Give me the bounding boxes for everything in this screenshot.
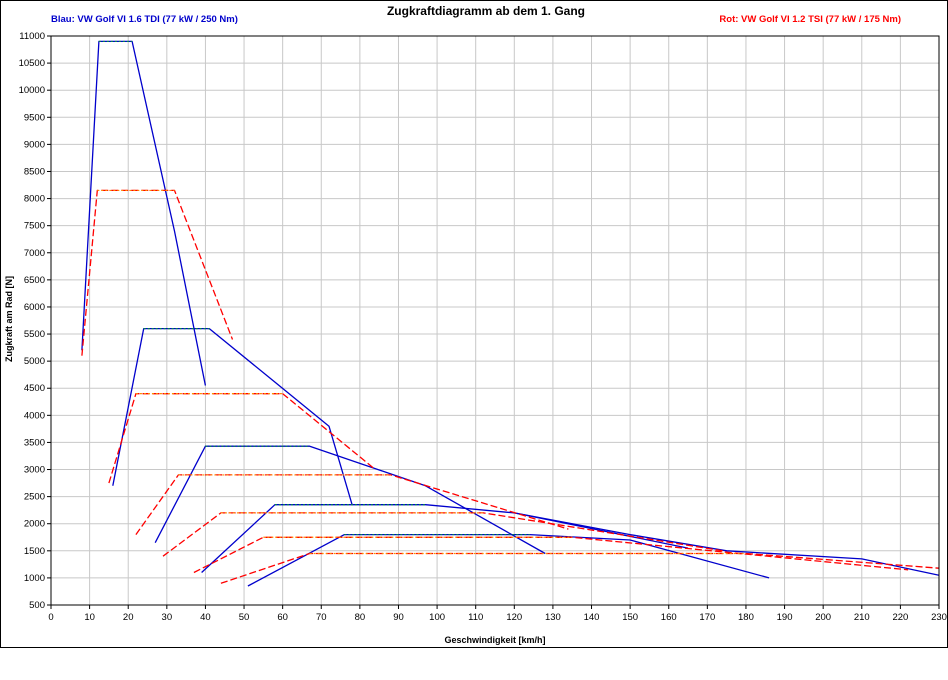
x-axis-label: Geschwindigkeit [km/h] — [444, 635, 545, 645]
y-tick-label: 6500 — [24, 275, 45, 286]
x-tick-label: 0 — [48, 612, 53, 623]
x-tick-label: 130 — [545, 612, 561, 623]
x-axis-ticks: 0 10 20 30 40 50 60 70 80 90 100 110 120 130 140 150 160… — [48, 605, 947, 623]
y-tick-label: 11000 — [19, 31, 45, 42]
y-tick-label: 10000 — [19, 85, 45, 96]
y-tick-label: 8000 — [24, 194, 45, 205]
y-tick-label: 9500 — [24, 112, 45, 123]
x-tick-label: 160 — [661, 612, 677, 623]
x-tick-label: 150 — [622, 612, 638, 623]
y-axis-label: Zugkraft am Rad [N] — [4, 276, 14, 362]
y-tick-label: 7500 — [24, 221, 45, 232]
x-tick-label: 40 — [200, 612, 211, 623]
x-tick-label: 110 — [468, 612, 483, 623]
y-tick-label: 3500 — [24, 437, 45, 448]
x-tick-label: 90 — [393, 612, 404, 623]
x-tick-label: 10 — [84, 612, 95, 623]
plot-border — [50, 35, 940, 606]
y-tick-label: 6000 — [24, 302, 45, 313]
x-tick-label: 30 — [162, 612, 173, 623]
grid — [50, 35, 940, 606]
y-tick-label: 1000 — [24, 573, 45, 584]
x-tick-label: 170 — [699, 612, 715, 623]
y-tick-label: 4000 — [24, 410, 45, 421]
y-tick-label: 10500 — [19, 58, 45, 69]
x-tick-label: 70 — [316, 612, 327, 623]
y-tick-label: 2000 — [24, 519, 45, 530]
x-tick-label: 200 — [815, 612, 831, 623]
y-tick-label: 500 — [29, 600, 45, 611]
x-tick-label: 210 — [854, 612, 870, 623]
tsi-gear-4-line — [162, 512, 723, 557]
x-tick-label: 100 — [429, 612, 445, 623]
tsi-gear-1-line — [81, 189, 234, 356]
y-tick-label: 2500 — [24, 492, 45, 503]
traction-chart: Zugkraftdiagramm ab dem 1. Gang Blau: VW… — [4, 4, 947, 645]
tsi-gear-3-line — [135, 474, 569, 535]
x-tick-label: 60 — [277, 612, 288, 623]
y-tick-label: 9000 — [24, 139, 45, 150]
chart-frame: Zugkraftdiagramm ab dem 1. Gang Blau: VW… — [0, 0, 948, 648]
chart-title: Zugkraftdiagramm ab dem 1. Gang — [387, 4, 585, 18]
y-tick-label: 5500 — [24, 329, 45, 340]
tdi-gear-4-line — [201, 504, 689, 573]
tdi-gear-2-line — [112, 327, 353, 505]
y-tick-label: 1500 — [24, 546, 45, 557]
x-tick-label: 120 — [506, 612, 522, 623]
x-tick-label: 80 — [355, 612, 366, 623]
x-tick-label: 230 — [931, 612, 947, 623]
x-tick-label: 190 — [777, 612, 793, 623]
y-tick-label: 8500 — [24, 166, 45, 177]
x-tick-label: 20 — [123, 612, 134, 623]
legend-tsi: Rot: VW Golf VI 1.2 TSI (77 kW / 175 Nm) — [719, 14, 901, 25]
x-tick-label: 50 — [239, 612, 250, 623]
y-tick-label: 5000 — [24, 356, 45, 367]
tdi-gear-1-line — [81, 40, 207, 386]
y-tick-label: 3000 — [24, 465, 45, 476]
tsi-gear-6-line — [220, 552, 940, 584]
legend-tdi: Blau: VW Golf VI 1.6 TDI (77 kW / 250 Nm… — [51, 14, 238, 25]
y-tick-label: 4500 — [24, 383, 45, 394]
x-tick-label: 140 — [584, 612, 600, 623]
y-axis-ticks: 500 1000 1500 2000 2500 3000 3500 4000 4500 5000 5… — [19, 31, 51, 611]
y-tick-label: 7000 — [24, 248, 45, 259]
x-tick-label: 220 — [892, 612, 908, 623]
x-tick-label: 180 — [738, 612, 754, 623]
series-lines — [81, 40, 940, 587]
